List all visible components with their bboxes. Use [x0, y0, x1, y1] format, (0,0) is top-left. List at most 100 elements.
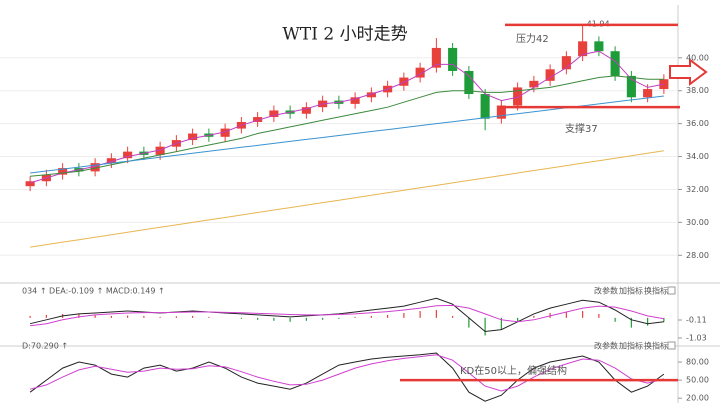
macd-bar	[29, 315, 31, 318]
candle-body	[594, 41, 604, 52]
indicator-line	[29, 352, 665, 402]
close-button[interactable]	[667, 286, 676, 295]
macd-bar	[419, 311, 421, 318]
macd-bar	[614, 317, 616, 322]
indicator-line	[30, 150, 664, 248]
macd-bar	[387, 314, 389, 318]
macd-bar	[582, 311, 584, 318]
candle-body	[448, 47, 458, 71]
candle-body	[188, 133, 198, 141]
y-tick-label: -0.11	[686, 316, 707, 325]
indicator-button[interactable]: 加指标	[619, 286, 643, 296]
y-tick-label: 20.00	[686, 394, 709, 403]
y-tick-label: 32.00	[686, 185, 709, 194]
candle-body	[480, 94, 490, 119]
y-tick-label: 40.00	[686, 53, 709, 62]
candle-body	[464, 70, 474, 95]
macd-bar	[354, 316, 356, 318]
indicator-line	[30, 95, 664, 174]
candle-body	[58, 168, 68, 175]
level-label: 支撑37	[565, 122, 598, 135]
macd-bar	[533, 315, 535, 318]
indicator-button[interactable]: 加指标	[619, 341, 643, 351]
macd-bar	[78, 313, 80, 318]
arrow-right	[669, 58, 708, 86]
indicator-button[interactable]: 改参数	[594, 286, 618, 296]
candle-body	[415, 67, 425, 78]
candle-body	[626, 75, 636, 98]
macd-bar	[159, 316, 161, 318]
candle-body	[269, 110, 279, 118]
level-label: KD在50以上，偏强结构	[460, 364, 567, 377]
macd-bar	[273, 317, 275, 321]
panel-header: 034 ↑ DEA:-0.109 ↑ MACD:0.149 ↑	[22, 287, 165, 296]
candle-body	[610, 51, 620, 76]
candle-body	[529, 80, 539, 88]
candle-body	[301, 107, 311, 114]
chart-title: WTI 2 小时走势	[282, 25, 407, 45]
candle-body	[513, 87, 523, 106]
panel-header: D:70.290 ↑	[22, 342, 68, 351]
macd-bar	[403, 312, 405, 318]
candle-body	[496, 105, 506, 119]
macd-bar	[338, 317, 340, 319]
candle-body	[578, 41, 588, 57]
macd-bar	[468, 317, 470, 328]
macd-bar	[484, 317, 486, 336]
indicator-button[interactable]: 换指标	[644, 286, 668, 296]
macd-bar	[305, 317, 307, 321]
indicator-line	[29, 297, 664, 333]
macd-bar	[452, 315, 454, 318]
indicator-line	[30, 304, 664, 327]
macd-bar	[240, 317, 242, 319]
indicator-button[interactable]: 改参数	[594, 341, 618, 351]
y-tick-label: 36.00	[686, 119, 709, 128]
candle-body	[545, 69, 555, 81]
macd-bar	[110, 315, 112, 318]
y-tick-label: 30.00	[686, 218, 709, 227]
candle-body	[106, 158, 116, 164]
y-tick-label: 34.00	[686, 152, 709, 161]
candle-body	[155, 146, 165, 155]
macd-bar	[663, 317, 665, 322]
y-tick-label: 50.00	[686, 376, 709, 385]
candle-body	[25, 181, 35, 187]
close-button[interactable]	[667, 341, 676, 350]
y-tick-label: -1.03	[686, 333, 707, 342]
macd-bar	[647, 317, 649, 326]
macd-bar	[565, 311, 567, 318]
candle-body	[90, 163, 100, 172]
macd-bar	[598, 313, 600, 318]
macd-bar	[143, 315, 145, 318]
macd-bar	[45, 314, 47, 318]
candle-body	[366, 92, 376, 98]
indicator-line	[29, 354, 665, 392]
candle-body	[350, 97, 360, 104]
y-tick-label: 38.00	[686, 86, 709, 95]
macd-bar	[630, 317, 632, 328]
candle-body	[253, 117, 263, 122]
macd-bar	[192, 315, 194, 318]
candle-body	[431, 47, 441, 68]
candle-body	[561, 56, 571, 70]
macd-bar	[257, 317, 259, 320]
macd-bar	[289, 317, 291, 322]
macd-bar	[370, 315, 372, 318]
candle-body	[399, 77, 409, 86]
candle-body	[220, 128, 230, 137]
macd-bar	[208, 316, 210, 318]
macd-bar	[435, 310, 437, 318]
macd-bar	[175, 316, 177, 318]
macd-bar	[127, 315, 129, 318]
y-tick-label: 80.00	[686, 358, 709, 367]
candle-body	[643, 89, 653, 98]
indicator-line	[29, 50, 664, 184]
y-tick-label: 28.00	[686, 251, 709, 260]
macd-bar	[500, 317, 502, 330]
candle-body	[123, 151, 133, 159]
macd-bar	[94, 314, 96, 318]
indicator-button[interactable]: 换指标	[644, 341, 668, 351]
